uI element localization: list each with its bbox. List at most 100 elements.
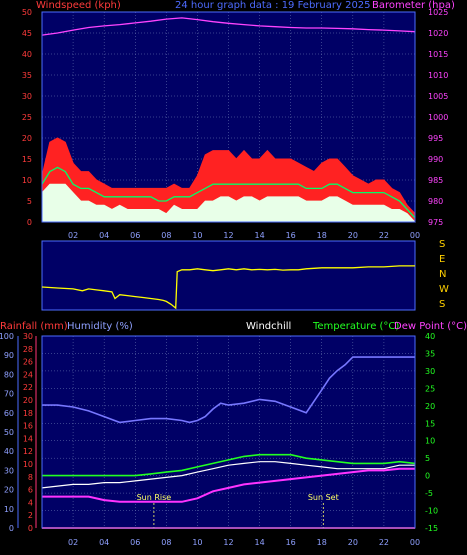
wind-y-tick: 30 xyxy=(22,92,32,101)
humidity-y-tick: 0 xyxy=(9,524,14,533)
humidity-y-tick: 10 xyxy=(4,505,14,514)
rainfall-y-tick: 30 xyxy=(23,332,33,341)
temp-x-tick: 04 xyxy=(99,538,109,547)
wind-x-tick: 10 xyxy=(192,231,202,240)
barometer-series xyxy=(41,17,416,36)
temp-x-tick: 16 xyxy=(286,538,296,547)
rainfall-y-tick: 22 xyxy=(23,383,33,392)
temperature-panel-frame xyxy=(41,335,416,529)
temperature-y-tick: 40 xyxy=(425,332,435,341)
barometer-y-tick: 975 xyxy=(428,218,443,227)
wind-average-series xyxy=(41,166,416,219)
barometer-axis-title: Barometer (hpa) xyxy=(372,0,455,11)
rainfall-y-tick: 16 xyxy=(23,422,33,431)
barometer-y-tick: 1020 xyxy=(428,29,448,38)
temperature-y-tick: -10 xyxy=(425,507,438,516)
humidity-axis-title: Humidity (%) xyxy=(67,321,133,332)
temp-x-tick: 18 xyxy=(317,538,327,547)
windspeed-axis-title: Windspeed (kph) xyxy=(36,0,121,11)
temperature-y-tick: 25 xyxy=(425,384,435,393)
wind-x-tick: 06 xyxy=(130,231,140,240)
wind-y-tick: 15 xyxy=(22,155,32,164)
temp-x-tick: 02 xyxy=(68,538,78,547)
windchill-legend: Windchill xyxy=(246,321,291,332)
wind-y-tick: 10 xyxy=(22,176,32,185)
rainfall-y-tick: 26 xyxy=(23,358,33,367)
rainfall-y-tick: 28 xyxy=(23,345,33,354)
temp-x-tick: 20 xyxy=(348,538,358,547)
temp-x-tick: 00 xyxy=(410,538,420,547)
wind-x-tick: 08 xyxy=(161,231,171,240)
humidity-y-tick: 80 xyxy=(4,370,14,379)
rainfall-axis-title: Rainfall (mm) xyxy=(0,321,68,332)
dewpoint-legend: Dew Point (°C) xyxy=(394,321,467,332)
temp-x-tick: 10 xyxy=(192,538,202,547)
barometer-y-tick: 985 xyxy=(428,176,443,185)
windchill-series xyxy=(41,461,415,489)
temperature-y-tick: 0 xyxy=(425,472,430,481)
direction-label: N xyxy=(439,269,446,280)
wind-y-tick: 45 xyxy=(22,29,32,38)
barometer-y-tick: 1015 xyxy=(428,50,448,59)
humidity-y-tick: 100 xyxy=(0,332,14,341)
barometer-y-tick: 1010 xyxy=(428,71,448,80)
rainfall-y-tick: 14 xyxy=(23,434,33,443)
barometer-y-tick: 990 xyxy=(428,155,443,164)
rainfall-y-tick: 12 xyxy=(23,447,33,456)
rainfall-y-tick: 10 xyxy=(23,460,33,469)
barometer-y-tick: 1025 xyxy=(428,8,448,17)
wind-y-tick: 20 xyxy=(22,134,32,143)
barometer-y-tick: 1000 xyxy=(428,113,448,122)
dewpoint-series xyxy=(42,467,415,503)
barometer-y-tick: 1005 xyxy=(428,92,448,101)
sun-marker-label: Sun Rise xyxy=(137,493,172,502)
temperature-legend: Temperature (°C) xyxy=(312,321,399,332)
humidity-y-tick: 60 xyxy=(4,409,14,418)
wind-y-tick: 0 xyxy=(27,218,32,227)
wind-x-tick: 14 xyxy=(254,231,264,240)
temp-x-tick: 06 xyxy=(130,538,140,547)
temp-x-tick: 14 xyxy=(254,538,264,547)
temp-x-tick: 08 xyxy=(161,538,171,547)
rainfall-y-tick: 24 xyxy=(23,370,33,379)
wind-x-tick: 12 xyxy=(223,231,233,240)
humidity-y-tick: 70 xyxy=(4,390,14,399)
wind-y-tick: 40 xyxy=(22,50,32,59)
humidity-y-tick: 20 xyxy=(4,486,14,495)
wind-x-tick: 02 xyxy=(68,231,78,240)
sun-marker-label: Sun Set xyxy=(308,493,339,502)
wind-direction-series xyxy=(41,265,415,310)
wind-y-tick: 25 xyxy=(22,113,32,122)
wind-y-tick: 5 xyxy=(27,197,32,206)
humidity-y-tick: 40 xyxy=(4,447,14,456)
humidity-y-tick: 30 xyxy=(4,466,14,475)
rainfall-y-tick: 8 xyxy=(28,473,33,482)
temperature-y-tick: 5 xyxy=(425,454,430,463)
wind-x-tick: 20 xyxy=(348,231,358,240)
temp-x-tick: 22 xyxy=(379,538,389,547)
humidity-y-tick: 50 xyxy=(4,428,14,437)
rainfall-y-tick: 0 xyxy=(28,524,33,533)
direction-panel-bg xyxy=(41,240,416,311)
chart-title: 24 hour graph data : 19 February 2025 xyxy=(175,0,371,11)
wind-low-series xyxy=(41,183,416,223)
direction-label: E xyxy=(439,254,445,265)
rainfall-y-tick: 4 xyxy=(28,498,33,507)
rainfall-y-tick: 18 xyxy=(23,409,33,418)
wind-x-tick: 22 xyxy=(379,231,389,240)
temperature-y-tick: 30 xyxy=(425,367,435,376)
temperature-y-tick: -5 xyxy=(425,489,433,498)
wind-x-tick: 04 xyxy=(99,231,109,240)
temperature-y-tick: 20 xyxy=(425,402,435,411)
humidity-y-tick: 90 xyxy=(4,351,14,360)
wind-y-tick: 35 xyxy=(22,71,32,80)
temperature-series xyxy=(42,453,416,477)
temperature-y-tick: 15 xyxy=(425,419,435,428)
temperature-y-tick: -15 xyxy=(425,524,438,533)
wind-x-tick: 18 xyxy=(317,231,327,240)
rainfall-y-tick: 20 xyxy=(23,396,33,405)
rainfall-y-tick: 6 xyxy=(28,486,33,495)
temperature-y-tick: 35 xyxy=(425,349,435,358)
